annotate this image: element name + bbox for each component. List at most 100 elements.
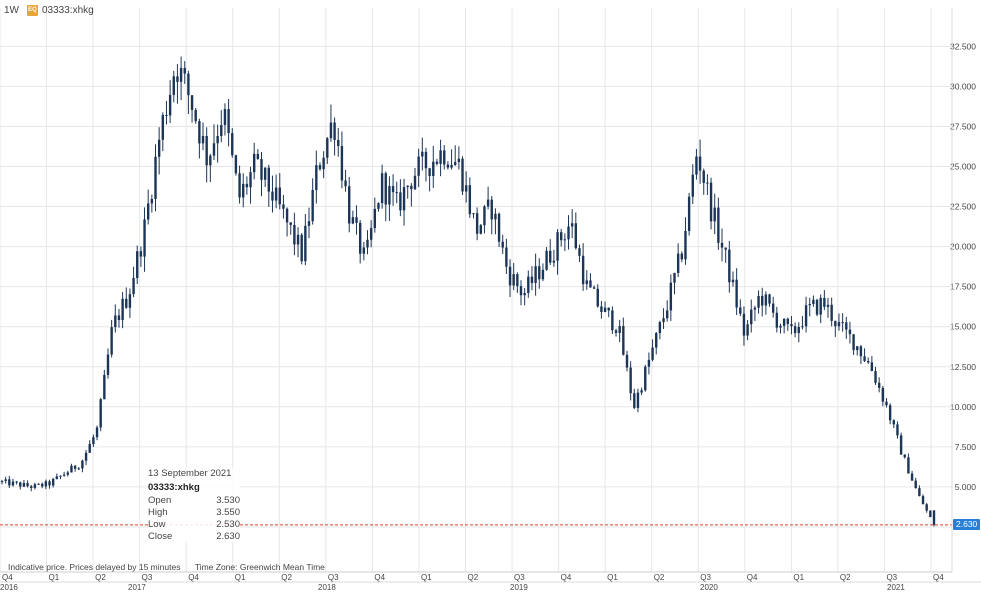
candle-body	[512, 274, 515, 286]
chart-grid	[0, 8, 952, 572]
info-row-close: Close 2.630	[148, 531, 240, 543]
info-label: Low	[148, 518, 166, 530]
candle-body	[19, 482, 22, 487]
candle-body	[585, 280, 588, 285]
candle-body	[212, 143, 216, 156]
candle-body	[432, 161, 435, 177]
candle-body	[0, 481, 4, 483]
candle-body	[428, 168, 431, 177]
candle-body	[892, 420, 895, 425]
candle-body	[355, 217, 358, 223]
y-tick-label: 5.000	[955, 482, 977, 492]
candle-body	[600, 306, 603, 313]
candle-body	[676, 253, 680, 273]
candle-body	[263, 167, 267, 180]
candle-body	[867, 360, 870, 363]
candle-body	[753, 307, 757, 310]
candle-body	[830, 304, 833, 321]
candle-body	[859, 346, 863, 357]
candle-body	[154, 156, 157, 199]
candle-body	[567, 226, 570, 240]
candle-body	[903, 454, 906, 458]
candle-body	[651, 347, 654, 360]
candle-body	[709, 182, 713, 222]
candle-body	[4, 479, 7, 482]
candle-body	[380, 173, 384, 204]
info-label: Open	[148, 495, 172, 507]
candle-body	[234, 155, 238, 174]
candle-body	[377, 203, 380, 209]
candle-body	[351, 217, 355, 224]
interval-selector[interactable]: 1W	[4, 4, 19, 16]
y-tick-label: 30.000	[950, 81, 976, 91]
x-quarter-label: Q2	[95, 573, 106, 582]
candle-body	[205, 135, 208, 166]
candle-body	[30, 486, 33, 488]
candle-body	[311, 190, 314, 222]
candle-body	[190, 95, 194, 110]
candle-body	[8, 479, 11, 486]
candle-body	[88, 444, 91, 453]
candle-body	[746, 324, 749, 336]
candle-body	[59, 475, 62, 477]
candle-body	[435, 161, 439, 164]
candle-body	[673, 272, 676, 283]
y-tick-label: 20.000	[950, 242, 976, 252]
candle-body	[136, 251, 139, 279]
candle-body	[826, 304, 830, 307]
candle-body	[801, 326, 804, 328]
x-year-label: 2017	[128, 583, 146, 592]
candle-body	[702, 170, 705, 183]
x-quarter-label: Q3	[328, 573, 339, 582]
candle-body	[768, 294, 771, 304]
x-year-label: 2019	[510, 583, 528, 592]
y-tick-label: 22.500	[950, 202, 976, 212]
y-tick-label: 27.500	[950, 121, 976, 131]
symbol-label[interactable]: EQ 03333:xhkg	[27, 4, 94, 16]
candle-body	[417, 156, 420, 176]
candle-body	[249, 172, 252, 188]
x-quarter-label: Q1	[49, 573, 60, 582]
candle-body	[808, 304, 811, 306]
x-quarter-label: Q2	[468, 573, 479, 582]
candle-body	[629, 367, 632, 394]
candle-body	[296, 234, 300, 245]
candle-body	[231, 133, 234, 156]
candle-body	[932, 510, 936, 525]
x-quarter-label: Q1	[607, 573, 618, 582]
candle-body	[717, 207, 720, 243]
candle-body	[388, 186, 391, 205]
candle-body	[636, 392, 640, 408]
candle-body	[706, 182, 709, 184]
candle-body	[687, 196, 691, 231]
x-year-label: 2020	[700, 583, 718, 592]
candle-body	[443, 150, 446, 165]
candle-body	[552, 260, 556, 263]
candle-body	[139, 251, 143, 257]
candle-body	[750, 309, 753, 325]
candle-body	[603, 307, 607, 313]
candle-body	[570, 223, 574, 227]
info-symbol: 03333:xhkg	[148, 481, 200, 493]
candle-body	[888, 405, 892, 421]
ohlc-info-box: 13 September 2021 03333:xhkg Open 3.530 …	[148, 468, 240, 543]
candle-body	[735, 279, 738, 308]
equity-badge-icon: EQ	[27, 4, 38, 16]
candle-body	[464, 185, 468, 192]
candle-body	[896, 424, 899, 436]
candle-body	[293, 224, 296, 245]
candle-body	[194, 109, 197, 122]
x-quarter-label: Q1	[235, 573, 246, 582]
info-row-low: Low 2.530	[148, 519, 240, 531]
candle-body	[541, 269, 545, 280]
y-axis: 5.000 7.500 10.000 12.500 15.000 17.500 20.000…	[950, 41, 976, 492]
candle-body	[242, 183, 245, 198]
candle-body	[618, 326, 621, 333]
candle-body	[333, 122, 336, 140]
candle-body	[366, 239, 369, 248]
x-quarter-label: Q4	[374, 573, 385, 582]
x-quarter-label: Q2	[281, 573, 292, 582]
candle-body	[691, 174, 694, 197]
x-quarter-label: Q4	[188, 573, 199, 582]
